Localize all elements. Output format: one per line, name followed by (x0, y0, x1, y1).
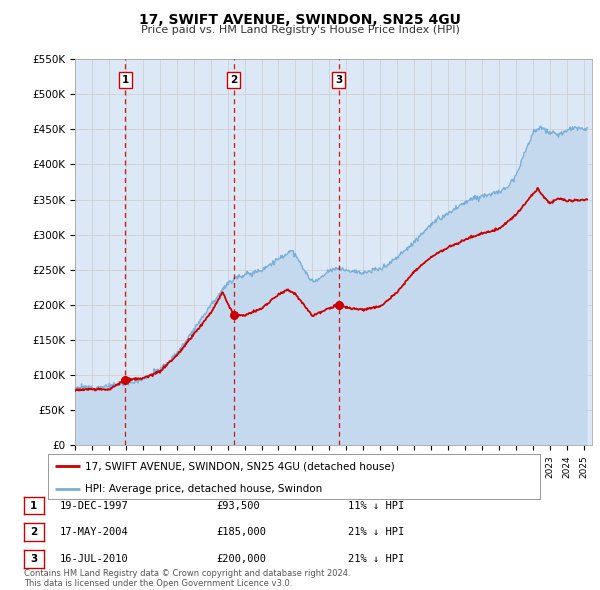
Text: Price paid vs. HM Land Registry's House Price Index (HPI): Price paid vs. HM Land Registry's House … (140, 25, 460, 35)
Text: 17-MAY-2004: 17-MAY-2004 (60, 527, 129, 537)
Text: 17, SWIFT AVENUE, SWINDON, SN25 4GU: 17, SWIFT AVENUE, SWINDON, SN25 4GU (139, 13, 461, 27)
Text: 17, SWIFT AVENUE, SWINDON, SN25 4GU (detached house): 17, SWIFT AVENUE, SWINDON, SN25 4GU (det… (85, 461, 395, 471)
Text: £200,000: £200,000 (216, 554, 266, 563)
Text: 16-JUL-2010: 16-JUL-2010 (60, 554, 129, 563)
Text: Contains HM Land Registry data © Crown copyright and database right 2024.
This d: Contains HM Land Registry data © Crown c… (24, 569, 350, 588)
Text: 3: 3 (30, 554, 38, 563)
Text: 1: 1 (122, 75, 129, 85)
Text: £185,000: £185,000 (216, 527, 266, 537)
Text: £93,500: £93,500 (216, 501, 260, 510)
Text: 21% ↓ HPI: 21% ↓ HPI (348, 527, 404, 537)
Text: 11% ↓ HPI: 11% ↓ HPI (348, 501, 404, 510)
Text: HPI: Average price, detached house, Swindon: HPI: Average price, detached house, Swin… (85, 484, 322, 494)
Text: 21% ↓ HPI: 21% ↓ HPI (348, 554, 404, 563)
Text: 19-DEC-1997: 19-DEC-1997 (60, 501, 129, 510)
Text: 2: 2 (230, 75, 238, 85)
Text: 3: 3 (335, 75, 342, 85)
Text: 2: 2 (30, 527, 38, 537)
Text: 1: 1 (30, 501, 38, 510)
